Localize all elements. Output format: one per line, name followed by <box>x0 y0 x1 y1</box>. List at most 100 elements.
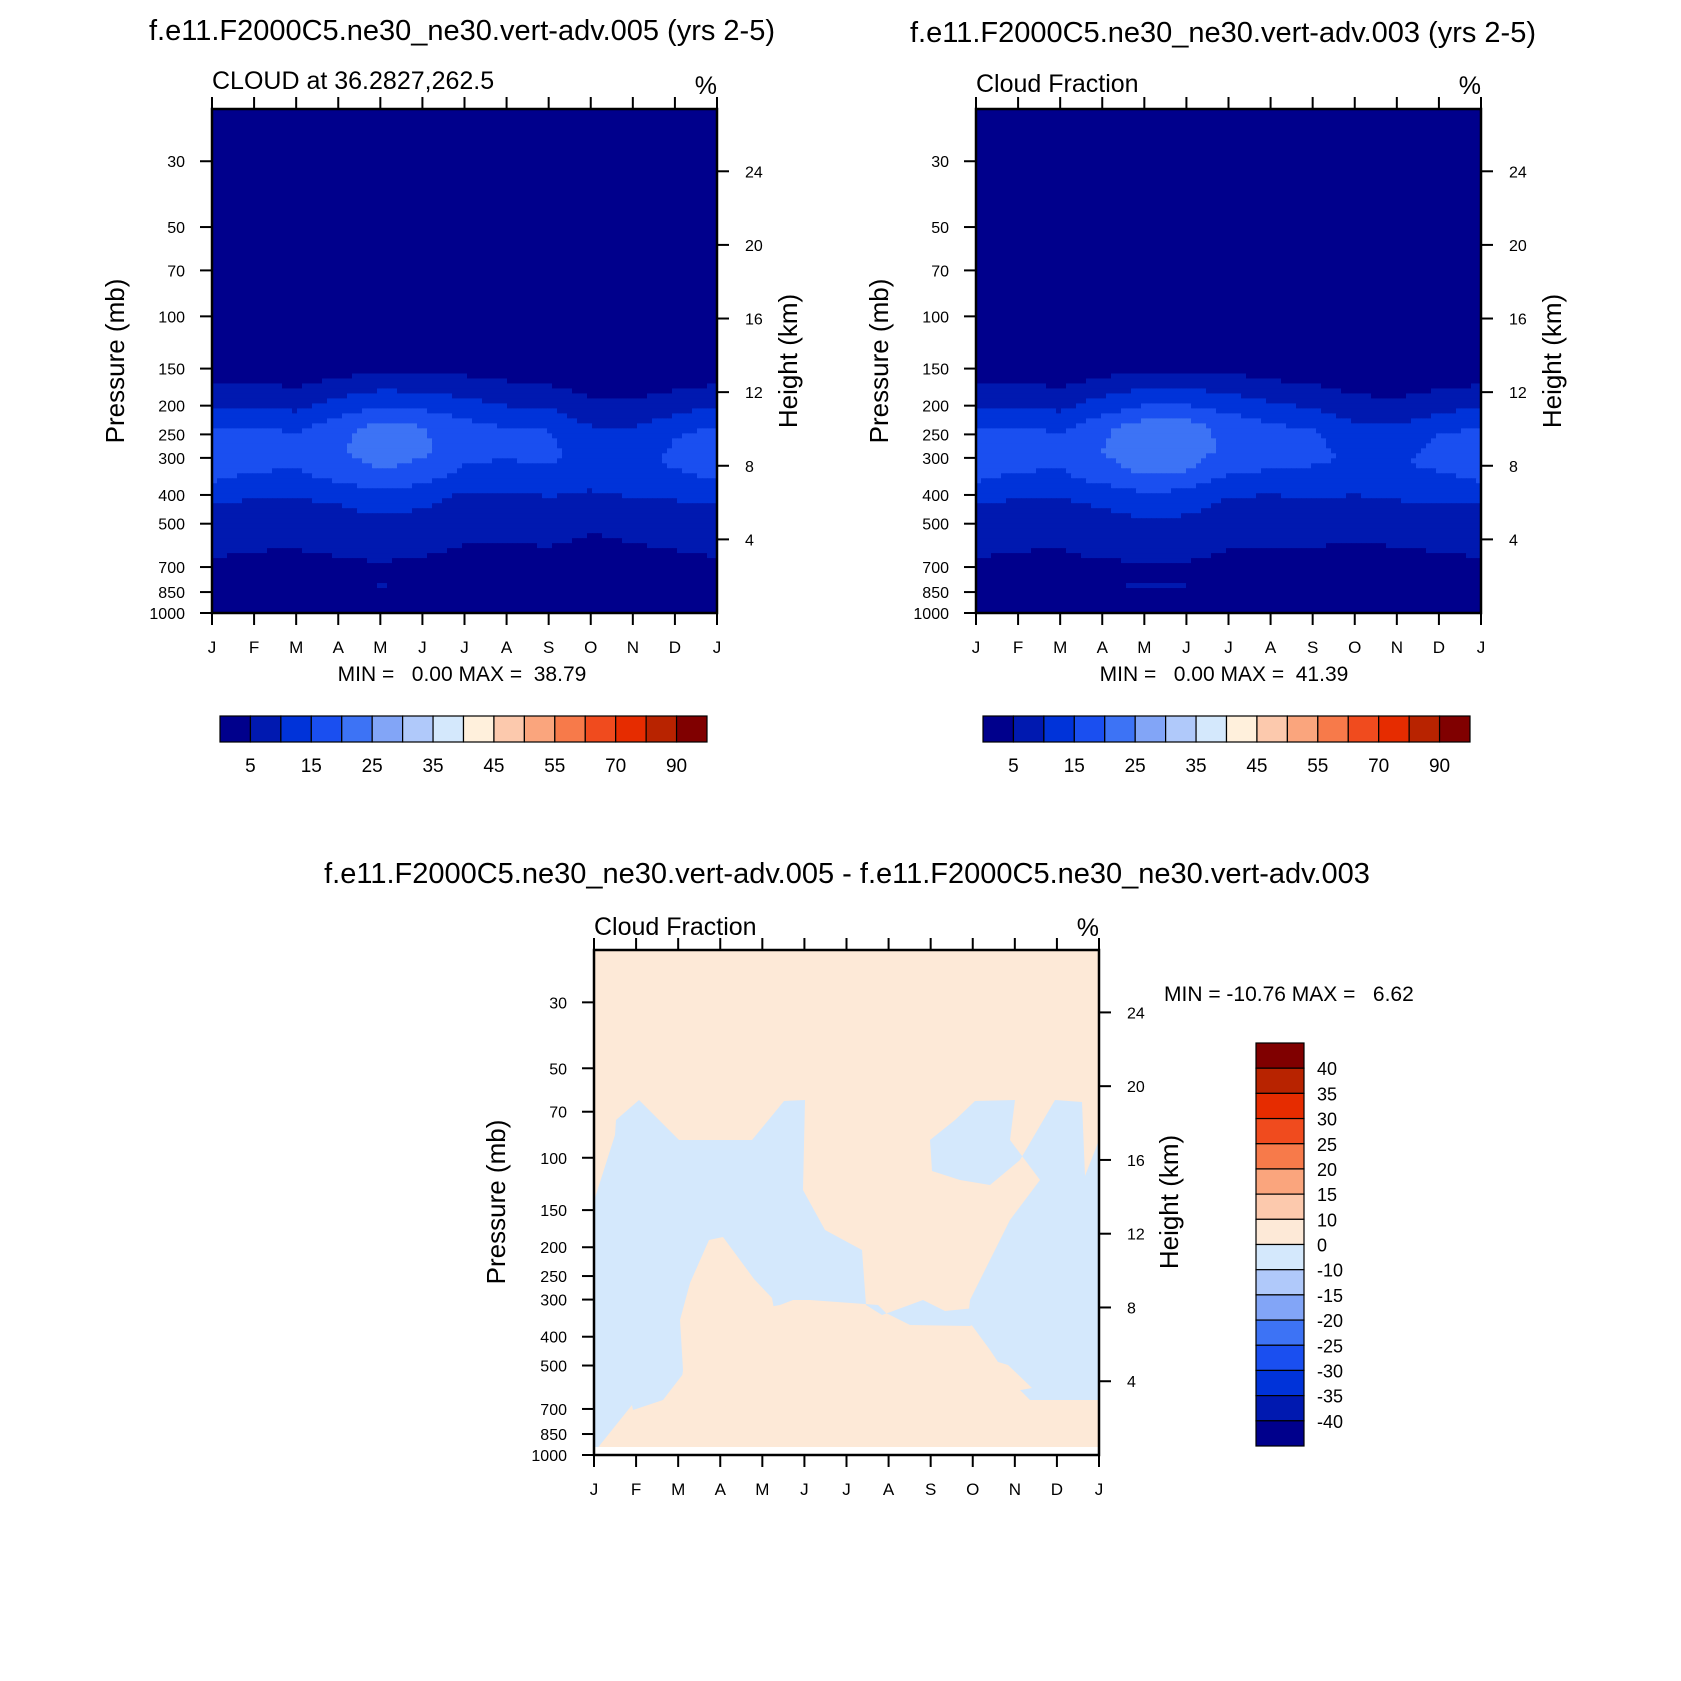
contour-cell <box>647 273 653 280</box>
contour-cell <box>332 168 338 175</box>
contour-cell <box>292 303 298 310</box>
contour-cell <box>427 253 433 260</box>
contour-cell <box>637 148 643 155</box>
contour-cell <box>472 183 478 190</box>
contour-cell <box>427 138 433 145</box>
contour-cell <box>257 128 263 135</box>
contour-cell <box>357 328 363 335</box>
contour-cell <box>357 248 363 255</box>
contour-cell <box>632 208 638 215</box>
contour-cell <box>552 213 558 220</box>
contour-cell <box>217 263 223 270</box>
contour-cell <box>692 153 698 160</box>
contour-cell <box>572 153 578 160</box>
contour-cell <box>702 188 708 195</box>
contour-cell <box>682 248 688 255</box>
contour-cell <box>327 338 333 345</box>
contour-cell <box>272 283 278 290</box>
contour-cell <box>252 133 258 140</box>
contour-cell <box>427 148 433 155</box>
contour-cell <box>487 348 493 355</box>
contour-cell <box>242 268 248 275</box>
contour-cell <box>517 143 523 150</box>
contour-cell <box>427 273 433 280</box>
contour-cell <box>447 278 453 285</box>
contour-cell <box>652 348 658 355</box>
contour-cell <box>242 333 248 340</box>
contour-cell <box>237 213 243 220</box>
contour-cell <box>422 109 428 115</box>
contour-cell <box>342 238 348 245</box>
contour-cell <box>287 133 293 140</box>
contour-cell <box>402 233 408 240</box>
contour-cell <box>607 273 613 280</box>
contour-cell <box>522 258 528 265</box>
contour-cell <box>327 168 333 175</box>
contour-cell <box>427 293 433 300</box>
contour-cell <box>342 208 348 215</box>
contour-cell <box>677 193 683 200</box>
contour-cell <box>622 348 628 355</box>
contour-cell <box>347 163 353 170</box>
contour-cell <box>682 293 688 300</box>
contour-cell <box>257 118 263 125</box>
contour-cell <box>552 248 558 255</box>
contour-cell <box>247 313 253 320</box>
contour-cell <box>692 343 698 350</box>
contour-cell <box>512 318 518 325</box>
contour-cell <box>272 168 278 175</box>
contour-cell <box>242 323 248 330</box>
contour-cell <box>307 303 313 310</box>
contour-cell <box>537 333 543 340</box>
contour-cell <box>452 188 458 195</box>
contour-cell <box>692 313 698 320</box>
contour-cell <box>602 303 608 310</box>
contour-cell <box>447 238 453 245</box>
contour-cell <box>387 353 393 360</box>
contour-cell <box>297 148 303 155</box>
contour-cell <box>707 228 713 235</box>
contour-cell <box>362 123 368 130</box>
contour-cell <box>487 318 493 325</box>
contour-cell <box>557 183 563 190</box>
contour-cell <box>682 128 688 135</box>
contour-cell <box>292 158 298 165</box>
contour-cell <box>252 308 258 315</box>
contour-cell <box>702 263 708 270</box>
contour-cell <box>562 223 568 230</box>
contour-cell <box>407 248 413 255</box>
contour-cell <box>212 288 218 295</box>
contour-cell <box>487 123 493 130</box>
contour-cell <box>552 153 558 160</box>
contour-cell <box>332 133 338 140</box>
contour-cell <box>232 233 238 240</box>
contour-cell <box>277 128 283 135</box>
contour-cell <box>677 233 683 240</box>
contour-cell <box>252 123 258 130</box>
contour-cell <box>677 158 683 165</box>
contour-cell <box>267 283 273 290</box>
contour-cell <box>412 203 418 210</box>
contour-cell <box>277 109 283 115</box>
contour-cell <box>372 183 378 190</box>
contour-cell <box>407 163 413 170</box>
contour-cell <box>242 353 248 360</box>
contour-cell <box>697 123 703 130</box>
contour-cell <box>252 148 258 155</box>
contour-cell <box>507 118 513 125</box>
contour-cell <box>292 138 298 145</box>
contour-cell <box>692 288 698 295</box>
contour-cell <box>602 333 608 340</box>
contour-cell <box>657 238 663 245</box>
contour-cell <box>562 173 568 180</box>
contour-cell <box>567 263 573 270</box>
contour-cell <box>687 268 693 275</box>
contour-cell <box>267 258 273 265</box>
contour-cell <box>472 213 478 220</box>
contour-cell <box>477 208 483 215</box>
contour-cell <box>697 333 703 340</box>
contour-cell <box>302 133 308 140</box>
contour-cell <box>307 168 313 175</box>
contour-cell <box>382 348 388 355</box>
contour-cell <box>232 308 238 315</box>
